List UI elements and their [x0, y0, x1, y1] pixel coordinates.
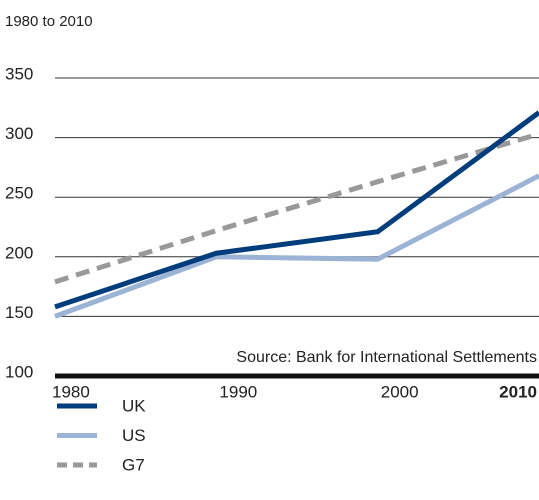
source-note: Source: Bank for International Settlemen… — [236, 349, 537, 366]
legend-label: UK — [122, 396, 146, 415]
y-tick-label: 250 — [5, 184, 33, 203]
series-line — [54, 131, 539, 285]
x-tick-label: 1990 — [219, 382, 257, 401]
x-tick-label: 2010 — [499, 382, 537, 401]
y-tick-label: 200 — [5, 243, 33, 262]
y-tick-label: 150 — [5, 303, 33, 322]
y-tick-label: 350 — [5, 64, 33, 83]
series-line — [54, 110, 539, 310]
chart-subtitle: 1980 to 2010 — [5, 13, 93, 30]
x-tick-label: 1980 — [52, 382, 90, 401]
series-line — [54, 173, 539, 319]
legend-label: G7 — [122, 455, 145, 474]
legend-label: US — [122, 426, 146, 445]
y-tick-label: 100 — [5, 362, 33, 381]
x-tick-label: 2000 — [381, 382, 419, 401]
y-tick-label: 300 — [5, 124, 33, 143]
